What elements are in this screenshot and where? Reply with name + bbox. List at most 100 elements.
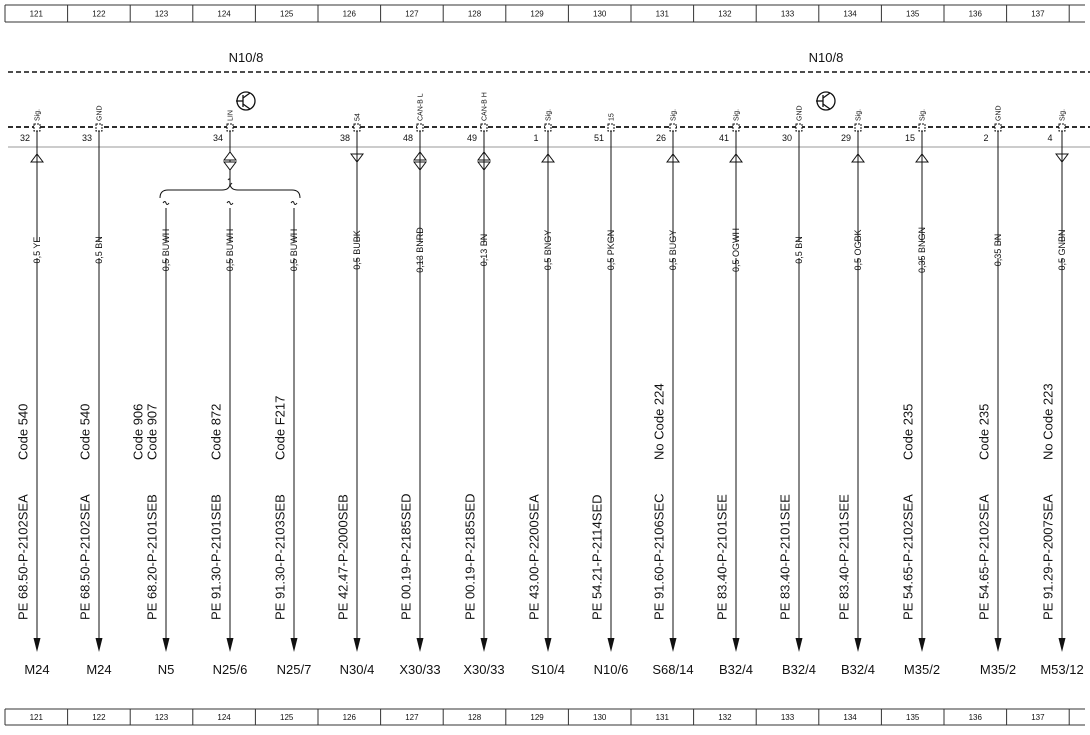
gauge-background (478, 242, 490, 258)
wire-arrowhead (226, 638, 234, 652)
pin-number: 26 (656, 133, 666, 143)
module-label: N10/8 (809, 50, 844, 65)
gauge-background (414, 242, 426, 258)
document-ref: PE 91.60-P-2106SEC (652, 494, 667, 620)
document-ref: PE 54.21-P-2114SED (590, 495, 605, 621)
wire-gauge: 0,5 BN (94, 236, 104, 264)
ruler-number: 131 (656, 10, 670, 19)
target-component: N30/4 (340, 662, 375, 677)
wire-arrowhead (416, 638, 424, 652)
document-ref: PE 54.65-P-2102SEA (977, 494, 992, 620)
ruler-number: 131 (656, 713, 670, 722)
wire-arrowhead (33, 638, 41, 652)
target-component: B32/4 (841, 662, 875, 677)
document-ref: PE 91.30-P-2103SEB (273, 494, 288, 620)
wire-break (226, 201, 234, 205)
wire-break (227, 178, 233, 185)
wire-gauge: 0,5 GNBN (1057, 229, 1067, 270)
ruler-number: 126 (343, 10, 357, 19)
pin-number: 15 (905, 133, 915, 143)
ruler-number: 127 (405, 10, 419, 19)
target-component: M53/12 (1040, 662, 1083, 677)
wire-gauge: 0,5 YE (32, 237, 42, 264)
pin-number: 38 (340, 133, 350, 143)
ruler-number: 134 (843, 713, 857, 722)
ruler-number: 121 (30, 713, 44, 722)
option-code: Code 540 (16, 404, 31, 460)
wire-gauge: 0,5 BUWH (289, 229, 299, 272)
ruler-number: 122 (92, 10, 106, 19)
pin-number: 49 (467, 133, 477, 143)
pin-box (607, 123, 615, 132)
transistor-icon (816, 91, 836, 111)
gauge-background (1056, 242, 1068, 258)
document-ref: PE 83.40-P-2101SEE (715, 494, 730, 620)
ruler-number: 127 (405, 713, 419, 722)
wire-arrowhead (994, 638, 1002, 652)
ruler-number: 128 (468, 10, 482, 19)
pin-label: LIN (228, 110, 235, 121)
ruler-number: 133 (781, 10, 795, 19)
transistor-icon (236, 91, 256, 111)
pin-number: 1 (533, 133, 538, 143)
gauge-background (605, 242, 617, 258)
gauge-background (730, 242, 742, 258)
module-label: N10/8 (229, 50, 264, 65)
wire-gauge: 0,5 OGBK (853, 229, 863, 270)
gauge-background (288, 242, 300, 258)
document-ref: PE 00.19-P-2185SED (463, 494, 478, 620)
pin-label: Sig. (920, 109, 927, 121)
signal-arrow (223, 161, 237, 171)
gauge-background (667, 242, 679, 258)
wire-break (162, 201, 170, 205)
pin-box (416, 123, 424, 132)
document-ref: PE 91.30-P-2101SEB (209, 494, 224, 620)
wire-gauge: 0,5 PKGN (606, 230, 616, 271)
ruler-number: 133 (781, 713, 795, 722)
ruler-number: 132 (718, 10, 732, 19)
pin-box (795, 123, 803, 132)
ruler-number: 129 (530, 713, 544, 722)
document-ref: PE 54.65-P-2102SEA (901, 494, 916, 620)
wire-gauge: 0,35 BNGN (917, 227, 927, 273)
pin-number: 34 (213, 133, 223, 143)
wire-gauge: 0,5 BN (794, 236, 804, 264)
gauge-background (160, 242, 172, 258)
pin-box (669, 123, 677, 132)
document-ref: PE 68.20-P-2101SEB (145, 494, 160, 620)
ruler-number: 129 (530, 10, 544, 19)
ruler-number: 124 (217, 10, 231, 19)
wire-arrowhead (854, 638, 862, 652)
pin-number: 29 (841, 133, 851, 143)
document-ref: PE 00.19-P-2185SED (399, 494, 414, 620)
wire-arrowhead (544, 638, 552, 652)
option-code: Code 872 (209, 404, 224, 460)
document-ref: PE 43.00-P-2200SEA (527, 494, 542, 620)
target-component: X30/33 (399, 662, 440, 677)
wire-gauge: 0,13 BNRD (415, 227, 425, 273)
target-component: S10/4 (531, 662, 565, 677)
document-ref: PE 83.40-P-2101SEE (778, 494, 793, 620)
wire-arrowhead (607, 638, 615, 652)
pin-number: 2 (983, 133, 988, 143)
wire-arrowhead (353, 638, 361, 652)
pin-number: 33 (82, 133, 92, 143)
gauge-background (224, 242, 236, 258)
pin-number: 41 (719, 133, 729, 143)
option-code: Code 540 (78, 404, 93, 460)
pin-label: Sig. (671, 109, 678, 121)
ruler-number: 136 (969, 713, 983, 722)
pin-box (918, 123, 926, 132)
wire-gauge: 0,5 BUWH (161, 229, 171, 272)
wire-arrowhead (480, 638, 488, 652)
gauge-background (542, 242, 554, 258)
pin-box (1058, 123, 1066, 132)
target-component: M24 (86, 662, 111, 677)
pin-label: Sig. (734, 109, 741, 121)
option-code: Code 235 (901, 404, 916, 460)
ruler-number: 122 (92, 713, 106, 722)
pin-number: 30 (782, 133, 792, 143)
pin-label: GND (996, 105, 1003, 121)
ruler-number: 130 (593, 713, 607, 722)
